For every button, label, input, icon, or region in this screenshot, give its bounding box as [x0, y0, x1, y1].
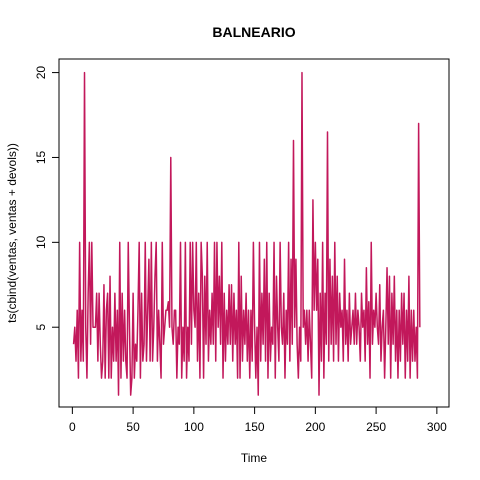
x-tick-label: 200	[305, 420, 325, 434]
y-tick-label: 20	[34, 66, 48, 80]
x-tick-label: 50	[126, 420, 140, 434]
x-axis: 0 50 100 150 200 250 300	[69, 406, 447, 434]
y-tick-label: 5	[34, 324, 48, 331]
y-tick-label: 15	[34, 150, 48, 164]
x-tick-label: 250	[366, 420, 386, 434]
x-tick-label: 0	[69, 420, 76, 434]
x-tick-label: 300	[427, 420, 447, 434]
y-axis: 5 10 15 20	[34, 66, 60, 331]
series-line-1	[72, 71, 421, 396]
y-tick-label: 10	[34, 235, 48, 249]
y-axis-label: ts(cbind(ventas, ventas + devols))	[5, 143, 19, 323]
x-tick-label: 100	[184, 420, 204, 434]
series-layer	[72, 71, 421, 396]
x-axis-label: Time	[241, 451, 268, 465]
x-tick-label: 150	[245, 420, 265, 434]
chart-title: BALNEARIO	[212, 24, 295, 40]
